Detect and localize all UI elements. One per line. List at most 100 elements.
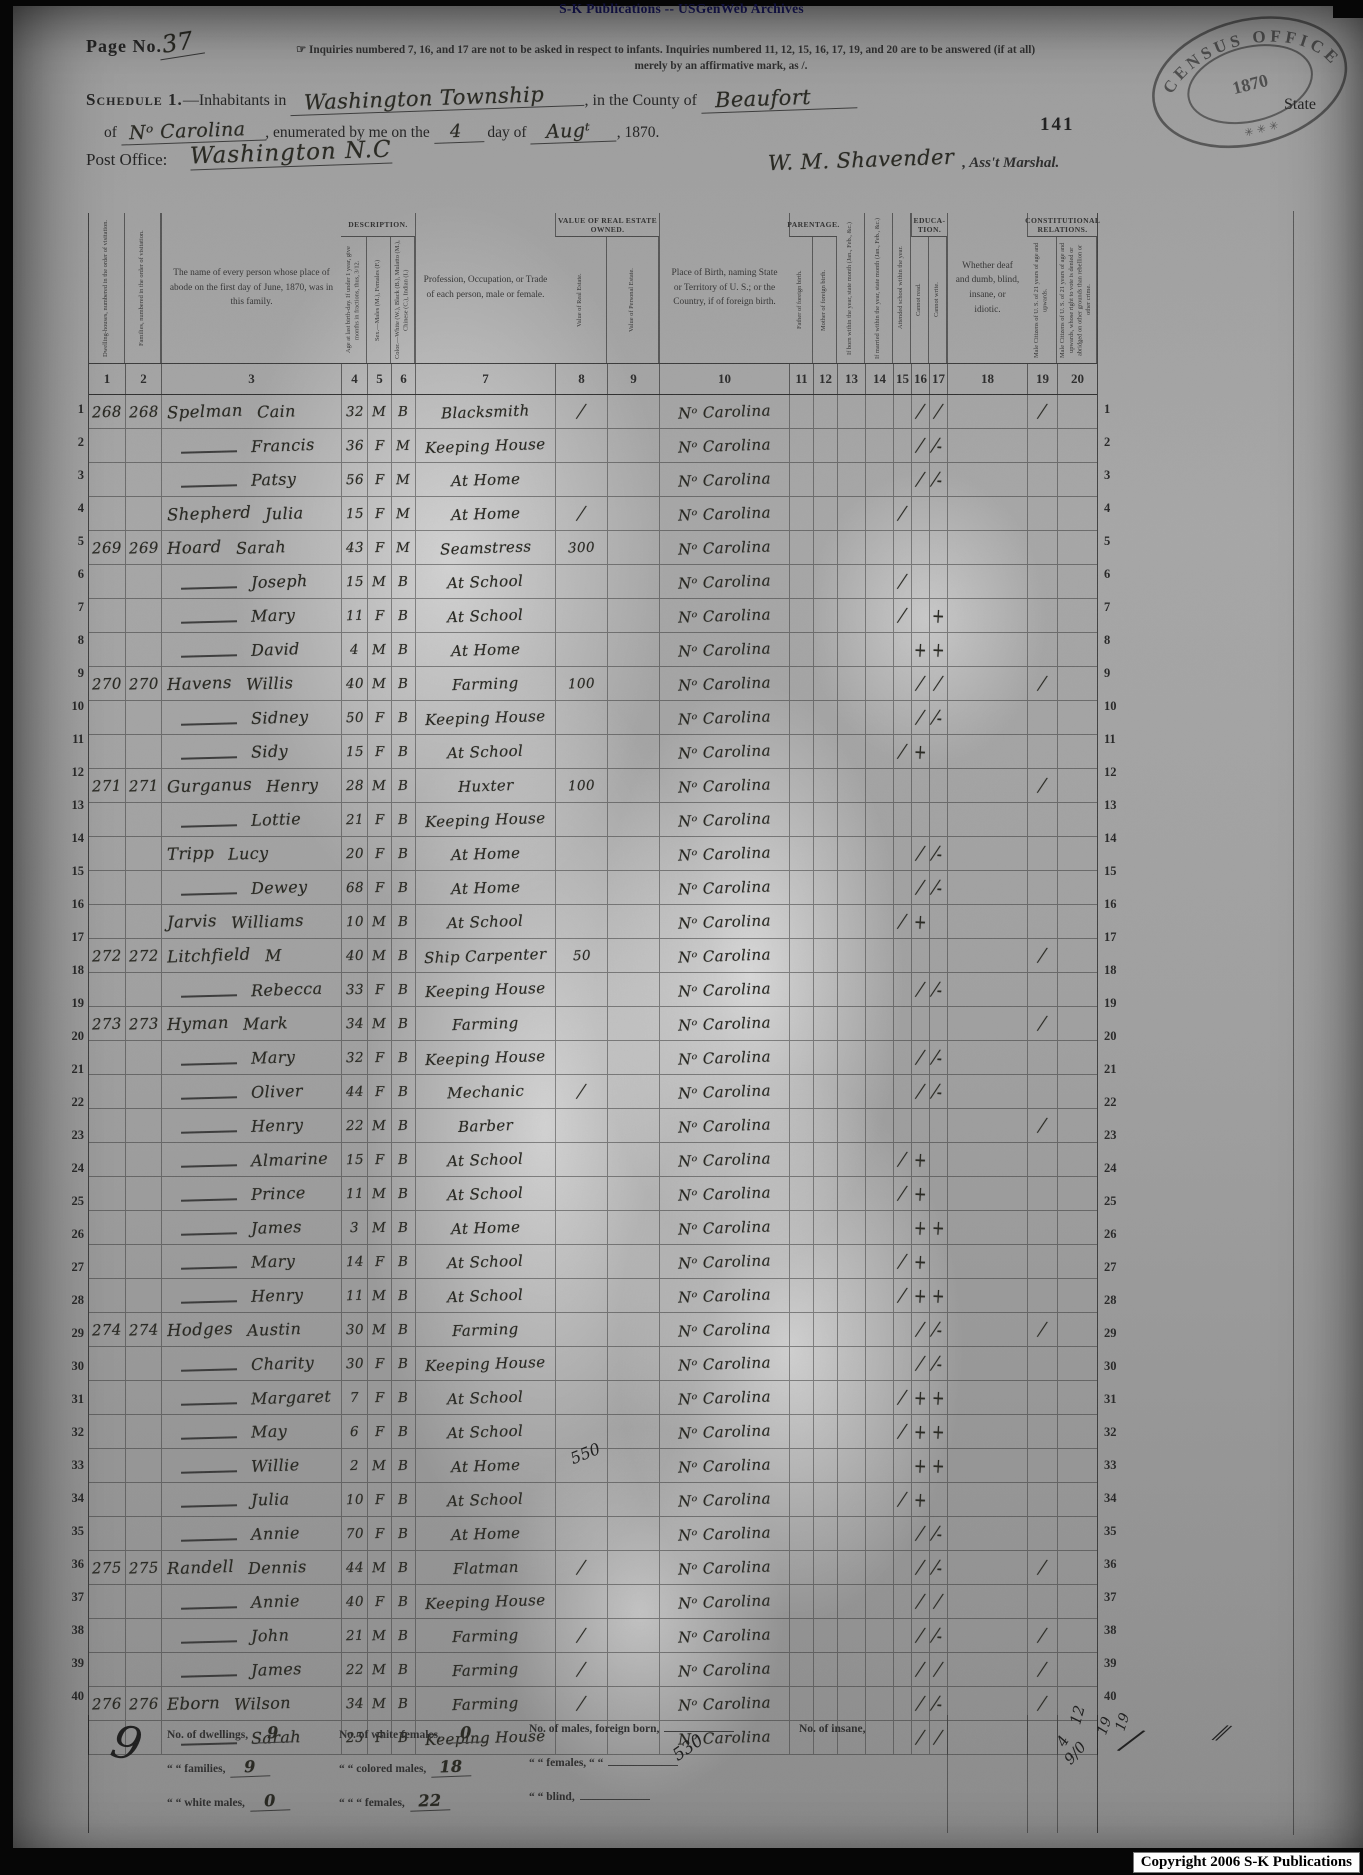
cell-col-6: B	[391, 599, 415, 632]
cell-col-12	[813, 1619, 837, 1652]
cannot-read-mark: +	[913, 1249, 928, 1274]
color-handwritten: B	[398, 709, 409, 726]
age-handwritten: 15	[345, 573, 364, 590]
line-number-right: 18	[1104, 963, 1117, 977]
given-name-handwritten: Julia	[264, 503, 305, 524]
table-row: Henry 11 M B At School Nᵒ Carolina ⁄ + +	[89, 1279, 1097, 1313]
given-name-handwritten: Dewey	[250, 877, 308, 898]
cell-col-6: B	[391, 1483, 415, 1516]
cell-col-8	[555, 1177, 607, 1210]
age-handwritten: 15	[345, 1151, 364, 1168]
birthplace-handwritten: Nᵒ Carolina	[677, 400, 772, 423]
line-number-right: 15	[1104, 864, 1117, 878]
cell-col-14	[865, 701, 893, 734]
column-header-5: Sex.—Males (M.), Females (F.)	[367, 237, 391, 363]
cell-col-10: Nᵒ Carolina	[659, 1619, 789, 1652]
given-name-handwritten: Sidy	[250, 741, 289, 762]
line-number-left: 36	[71, 1557, 85, 1571]
surname-handwritten: Havens	[166, 672, 233, 695]
cell-col-15: ⁄	[893, 905, 911, 938]
cell-col-11	[789, 1517, 813, 1550]
given-name-handwritten: Williams	[230, 910, 304, 933]
sex-handwritten: F	[374, 1389, 385, 1406]
cell-col-11	[789, 1653, 813, 1686]
county-label: , in the County of	[584, 92, 697, 109]
summary-line-2: “ “ families, 9 “ “ colored males, 18 “ “ fe…	[89, 1756, 1097, 1787]
cell-col-17: +	[929, 633, 947, 666]
cell-col-16: +	[911, 1415, 929, 1448]
cell-col-15: ⁄	[893, 565, 911, 598]
line-number-left: 8	[77, 633, 84, 647]
cell-col-8	[555, 1313, 607, 1346]
cell-col-2: 268	[125, 395, 161, 428]
footer-vertical-rule-1	[947, 1715, 948, 1833]
given-name-handwritten: Henry	[250, 1115, 304, 1136]
surname-handwritten: Tripp	[166, 843, 215, 864]
birthplace-handwritten: Nᵒ Carolina	[677, 468, 772, 491]
copyright-label: Copyright 2006 S-K Publications	[1132, 1852, 1360, 1873]
cannot-read-mark: ⁄	[918, 467, 923, 492]
color-handwritten: B	[398, 1423, 409, 1440]
table-row: Annie 40 F B Keeping House Nᵒ Carolina ⁄ ⁄	[89, 1585, 1097, 1619]
dwelling-number-handwritten: 269	[91, 537, 123, 558]
cell-col-8	[555, 1279, 607, 1312]
cannot-read-mark: ⁄	[918, 1589, 923, 1614]
line-number-right: 38	[1104, 1623, 1117, 1637]
cell-col-8	[555, 1245, 607, 1278]
attended-school-mark: ⁄	[900, 1147, 905, 1172]
cell-col-20	[1057, 1347, 1097, 1380]
line-number-right: 8	[1104, 633, 1111, 647]
column-number-20: 20	[1057, 364, 1097, 394]
cell-col-3: Annie	[161, 1585, 341, 1618]
cell-col-12	[813, 531, 837, 564]
surname-handwritten: Hodges	[166, 1318, 234, 1341]
cell-col-3: Mary	[161, 1245, 341, 1278]
cell-col-3: Tripp Lucy	[161, 837, 341, 870]
cell-col-19: ⁄	[1027, 769, 1057, 802]
cell-col-3: Henry	[161, 1109, 341, 1142]
cell-col-8	[555, 1415, 607, 1448]
cell-col-13	[837, 939, 865, 972]
schedule-mid-label: —Inhabitants in	[182, 92, 287, 109]
cell-col-15	[893, 463, 911, 496]
cell-col-9	[607, 837, 659, 870]
ditto-mark	[180, 583, 238, 590]
cell-col-11	[789, 905, 813, 938]
cell-col-10: Nᵒ Carolina	[659, 905, 789, 938]
county-handwritten: Beaufort	[700, 83, 858, 114]
cell-col-10: Nᵒ Carolina	[659, 837, 789, 870]
cell-col-13	[837, 1177, 865, 1210]
cell-col-13	[837, 1041, 865, 1074]
cell-col-2	[125, 803, 161, 836]
table-row: Patsy 56 F M At Home Nᵒ Carolina ⁄ ⁄-	[89, 463, 1097, 497]
birthplace-handwritten: Nᵒ Carolina	[677, 1488, 772, 1511]
age-handwritten: 50	[345, 709, 364, 726]
birthplace-handwritten: Nᵒ Carolina	[677, 706, 772, 729]
cell-col-7: Seamstress	[415, 531, 555, 564]
cell-col-13	[837, 599, 865, 632]
summary-line-1: No. of dwellings, 9 No. of white females, 0…	[89, 1722, 1097, 1753]
cell-col-13	[837, 497, 865, 530]
cell-col-7: At Home	[415, 837, 555, 870]
cell-col-1: 275	[89, 1551, 125, 1584]
given-name-handwritten: Wilson	[233, 1693, 292, 1714]
cell-col-8: ⁄	[555, 1619, 607, 1652]
ditto-mark	[180, 1365, 238, 1372]
sex-handwritten: F	[374, 1355, 385, 1372]
age-handwritten: 2	[349, 1457, 360, 1474]
cell-col-10: Nᵒ Carolina	[659, 1415, 789, 1448]
cannot-write-mark: +	[931, 1385, 946, 1410]
cell-col-20	[1057, 769, 1097, 802]
occupation-handwritten: At Home	[450, 1455, 521, 1476]
cell-col-18	[947, 769, 1027, 802]
line-number-right: 14	[1104, 831, 1117, 845]
cell-col-11	[789, 531, 813, 564]
cell-col-8: ⁄	[555, 395, 607, 428]
given-name-handwritten: Rebecca	[250, 978, 323, 1001]
cell-col-10: Nᵒ Carolina	[659, 1109, 789, 1142]
cell-col-1	[89, 1075, 125, 1108]
cell-col-7: At School	[415, 1483, 555, 1516]
ditto-mark	[180, 1637, 238, 1644]
cell-col-18	[947, 395, 1027, 428]
column-number-14: 14	[865, 364, 893, 394]
